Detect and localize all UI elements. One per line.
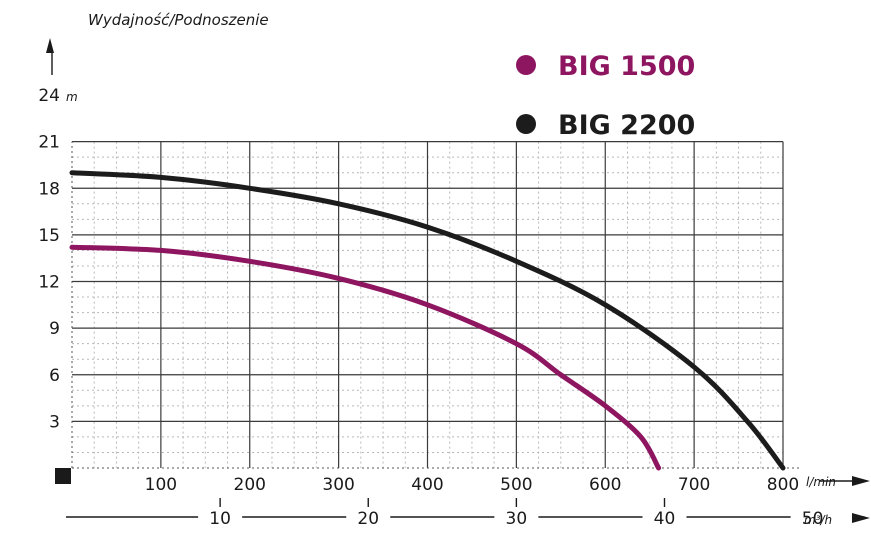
major-grid [72,141,784,468]
x2-tick-label: 50 [802,509,824,529]
origin-square-icon [55,468,71,484]
legend: BIG 1500 BIG 2200 [516,51,695,141]
x-tick-label: 700 [678,475,710,495]
series-line-big-1500 [69,244,662,471]
y-axis-unit: m [66,90,78,104]
x-tick-label: 800 [767,475,799,495]
y-tick-label: 9 [49,319,60,339]
x2-tick-label: 30 [506,509,528,529]
x2-axis-unit: m³/h [804,513,832,527]
x-axis-unit: l/min [806,475,836,489]
legend-label-big-2200: BIG 2200 [558,110,695,141]
y-tick-label: 3 [49,412,60,432]
x2-tick-label: 20 [357,509,379,529]
x-tick-label: 400 [411,475,443,495]
chart-title: Wydajność/Podnoszenie [88,11,269,29]
y-tick-label: 12 [38,273,60,293]
y-tick-label: 21 [38,133,60,153]
series-line-big-2200 [69,170,786,471]
x2-axis-arrow-icon [852,513,870,523]
series-layer [69,170,786,471]
x-tick-label: 300 [322,475,354,495]
y-axis-arrow-icon [46,38,54,53]
y-tick-label: 6 [49,366,60,386]
y-tick-label: 24 [38,86,60,106]
x-tick-label: 500 [500,475,532,495]
x-tick-label: 200 [234,475,266,495]
legend-marker-big-1500 [516,55,536,75]
x-tick-label: 100 [145,475,177,495]
x2-tick-label: 40 [654,509,676,529]
legend-label-big-1500: BIG 1500 [558,51,695,82]
tick-labels: 3 6 9 12 15 18 21 24 100 200 300 400 500 600 700 800 10 2… [38,86,823,529]
y-tick-label: 18 [38,179,60,199]
x-tick-label: 600 [589,475,621,495]
y-tick-label: 15 [38,226,60,246]
x-axis-arrow-icon [852,476,870,486]
axes [51,53,865,518]
x2-tick-label: 10 [209,509,231,529]
legend-marker-big-2200 [516,114,536,134]
